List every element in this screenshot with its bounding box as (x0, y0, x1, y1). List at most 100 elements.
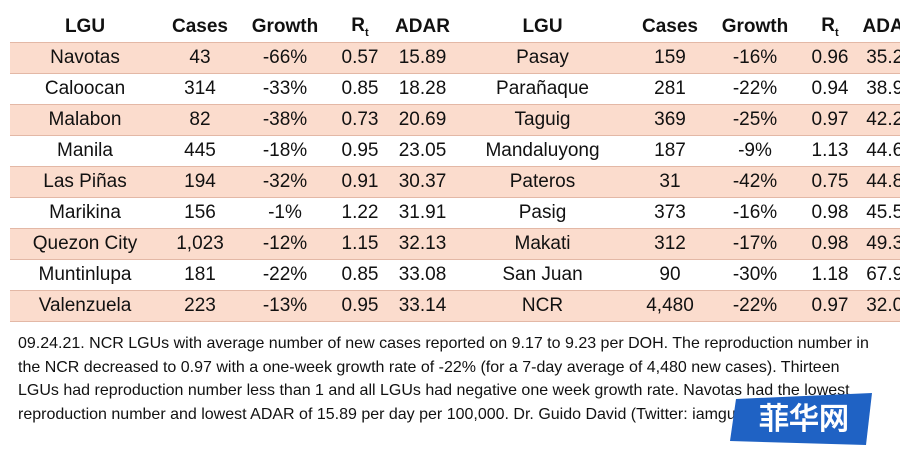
cell-cases-2: 90 (630, 259, 710, 291)
header-adar: ADAR (390, 12, 455, 43)
cell-lgu-2: San Juan (455, 259, 630, 291)
cell-adar-2: 45.53 (860, 197, 900, 229)
cell-growth-2: -42% (710, 166, 800, 198)
cell-growth: -33% (240, 73, 330, 105)
cell-growth: -22% (240, 259, 330, 291)
header-lgu-2: LGU (455, 12, 630, 43)
cell-rt: 0.73 (330, 104, 390, 136)
cell-growth-2: -25% (710, 104, 800, 136)
cell-lgu: Manila (10, 135, 160, 167)
cell-rt: 0.91 (330, 166, 390, 198)
cell-rt: 0.95 (330, 290, 390, 322)
cell-cases-2: 281 (630, 73, 710, 105)
caption-text: 09.24.21. NCR LGUs with average number o… (18, 335, 869, 423)
cell-growth-2: -17% (710, 228, 800, 260)
cell-rt: 0.95 (330, 135, 390, 167)
cell-cases-2: 159 (630, 42, 710, 74)
table-row: Marikina 156 -1% 1.22 31.91 Pasig 373 -16% 0.98 4… (10, 197, 900, 229)
cell-rt-2: 1.13 (800, 135, 860, 167)
header-rt-main: R (351, 15, 366, 37)
header-cases: Cases (160, 12, 240, 43)
header-lgu: LGU (10, 12, 160, 43)
cell-cases-2: 373 (630, 197, 710, 229)
cell-lgu-2: Parañaque (455, 73, 630, 105)
cell-adar: 33.08 (390, 259, 455, 291)
cell-cases-2: 312 (630, 228, 710, 260)
cell-growth: -12% (240, 228, 330, 260)
cell-adar: 31.91 (390, 197, 455, 229)
cell-cases: 156 (160, 197, 240, 229)
table-row: Las Piñas 194 -32% 0.91 30.37 Pateros 31 -42% 0.… (10, 166, 900, 198)
lgu-table: LGU Cases Growth Rt ADAR LGU Cases Growt… (10, 12, 900, 322)
cell-adar: 33.14 (390, 290, 455, 322)
header-rt: Rt (330, 12, 390, 43)
cell-growth-2: -16% (710, 42, 800, 74)
cell-lgu-2: Mandaluyong (455, 135, 630, 167)
cell-cases: 223 (160, 290, 240, 322)
table-header: LGU Cases Growth Rt ADAR LGU Cases Growt… (10, 12, 900, 43)
header-growth-2: Growth (710, 12, 800, 43)
cell-lgu-2: Makati (455, 228, 630, 260)
cell-cases-2: 4,480 (630, 290, 710, 322)
cell-lgu-2: NCR (455, 290, 630, 322)
cell-adar: 23.05 (390, 135, 455, 167)
cell-rt: 1.22 (330, 197, 390, 229)
cell-rt-2: 1.18 (800, 259, 860, 291)
cell-adar-2: 44.80 (860, 166, 900, 198)
cell-adar-2: 44.64 (860, 135, 900, 167)
cell-rt: 1.15 (330, 228, 390, 260)
cell-growth: -38% (240, 104, 330, 136)
cell-lgu-2: Pasay (455, 42, 630, 74)
cell-adar-2: 32.08 (860, 290, 900, 322)
cell-cases: 445 (160, 135, 240, 167)
cell-growth: -1% (240, 197, 330, 229)
cell-cases: 43 (160, 42, 240, 74)
cell-growth: -32% (240, 166, 330, 198)
cell-growth-2: -22% (710, 73, 800, 105)
cell-cases-2: 187 (630, 135, 710, 167)
cell-cases: 194 (160, 166, 240, 198)
cell-rt: 0.57 (330, 42, 390, 74)
cell-rt: 0.85 (330, 73, 390, 105)
cell-rt-2: 0.98 (800, 197, 860, 229)
cell-lgu: Las Piñas (10, 166, 160, 198)
watermark-logo: 菲华网 (730, 393, 872, 445)
table-row: Muntinlupa 181 -22% 0.85 33.08 San Juan 90 -30%… (10, 259, 900, 291)
cell-adar-2: 38.91 (860, 73, 900, 105)
cell-growth: -66% (240, 42, 330, 74)
cell-cases-2: 369 (630, 104, 710, 136)
cell-growth-2: -9% (710, 135, 800, 167)
cell-growth: -13% (240, 290, 330, 322)
cell-adar-2: 49.37 (860, 228, 900, 260)
header-rt-main-2: R (821, 15, 836, 37)
header-rt-sub: t (365, 26, 369, 39)
watermark-text: 菲华网 (759, 402, 849, 437)
cell-lgu: Marikina (10, 197, 160, 229)
cell-cases: 1,023 (160, 228, 240, 260)
header-cases-2: Cases (630, 12, 710, 43)
lgu-table-container: LGU Cases Growth Rt ADAR LGU Cases Growt… (10, 12, 900, 322)
table-row: Malabon 82 -38% 0.73 20.69 Taguig 369 -25% 0.97 4… (10, 104, 900, 136)
cell-lgu: Malabon (10, 104, 160, 136)
cell-rt-2: 0.98 (800, 228, 860, 260)
cell-lgu-2: Pateros (455, 166, 630, 198)
table-row: Quezon City 1,023 -12% 1.15 32.13 Makati 312 -1… (10, 228, 900, 260)
cell-lgu-2: Pasig (455, 197, 630, 229)
table-row: Manila 445 -18% 0.95 23.05 Mandaluyong 187 -9% 1… (10, 135, 900, 167)
cell-cases-2: 31 (630, 166, 710, 198)
cell-cases: 314 (160, 73, 240, 105)
table-row: Caloocan 314 -33% 0.85 18.28 Parañaque 281 -22%… (10, 73, 900, 105)
cell-lgu-2: Taguig (455, 104, 630, 136)
cell-growth-2: -30% (710, 259, 800, 291)
cell-rt-2: 0.75 (800, 166, 860, 198)
cell-adar: 20.69 (390, 104, 455, 136)
cell-adar-2: 67.92 (860, 259, 900, 291)
header-rt-sub-2: t (835, 26, 839, 39)
cell-adar: 15.89 (390, 42, 455, 74)
cell-lgu: Quezon City (10, 228, 160, 260)
cell-cases: 82 (160, 104, 240, 136)
cell-growth: -18% (240, 135, 330, 167)
cell-growth-2: -22% (710, 290, 800, 322)
cell-lgu: Muntinlupa (10, 259, 160, 291)
watermark-badge (730, 393, 872, 445)
